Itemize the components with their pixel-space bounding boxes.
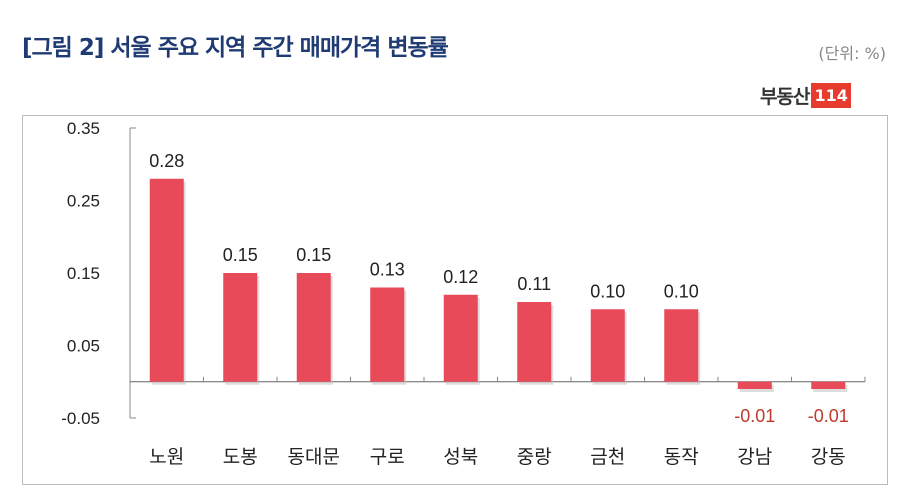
data-label: 0.12 <box>443 267 478 287</box>
data-label: 0.15 <box>223 245 258 265</box>
x-tick-label: 구로 <box>370 446 405 468</box>
bar <box>296 273 331 382</box>
unit-label: (단위: %) <box>818 44 886 63</box>
data-label: 0.13 <box>370 260 405 280</box>
data-label: 0.28 <box>149 151 184 171</box>
logo: 부동산 114 <box>760 82 851 109</box>
x-tick-label: 중랑 <box>517 446 552 468</box>
bar <box>223 273 258 382</box>
x-tick-label: 동대문 <box>288 446 340 468</box>
chart-title: [그림 2] 서울 주요 지역 주간 매매가격 변동률 <box>22 35 449 61</box>
bar <box>370 287 405 382</box>
x-tick-label: 노원 <box>149 446 184 468</box>
x-tick-label: 성북 <box>443 446 478 468</box>
logo-text: 부동산 <box>760 86 810 108</box>
bar <box>443 294 478 382</box>
data-label: 0.11 <box>517 274 551 294</box>
bar <box>590 309 625 382</box>
data-label: -0.01 <box>734 406 775 426</box>
x-tick-label: 강남 <box>737 446 772 468</box>
data-label: -0.01 <box>808 406 849 426</box>
data-label: 0.10 <box>664 281 699 301</box>
y-tick-label: 0.15 <box>67 264 100 283</box>
bar <box>517 302 552 382</box>
logo-badge: 114 <box>811 83 851 108</box>
x-tick-label: 강동 <box>811 446 846 468</box>
x-tick-label: 금천 <box>590 446 625 468</box>
y-tick-label: 0.05 <box>67 337 100 356</box>
bar <box>737 381 772 389</box>
y-tick-label: 0.25 <box>67 192 100 211</box>
y-tick-label: 0.35 <box>67 119 100 138</box>
x-tick-label: 도봉 <box>223 446 258 468</box>
y-tick-label: -0.05 <box>61 409 100 428</box>
bar <box>664 309 699 382</box>
chart-frame <box>22 115 888 485</box>
bar <box>149 178 184 382</box>
data-label: 0.15 <box>296 245 331 265</box>
x-tick-label: 동작 <box>664 446 699 468</box>
data-label: 0.10 <box>590 281 625 301</box>
bar <box>811 381 846 389</box>
